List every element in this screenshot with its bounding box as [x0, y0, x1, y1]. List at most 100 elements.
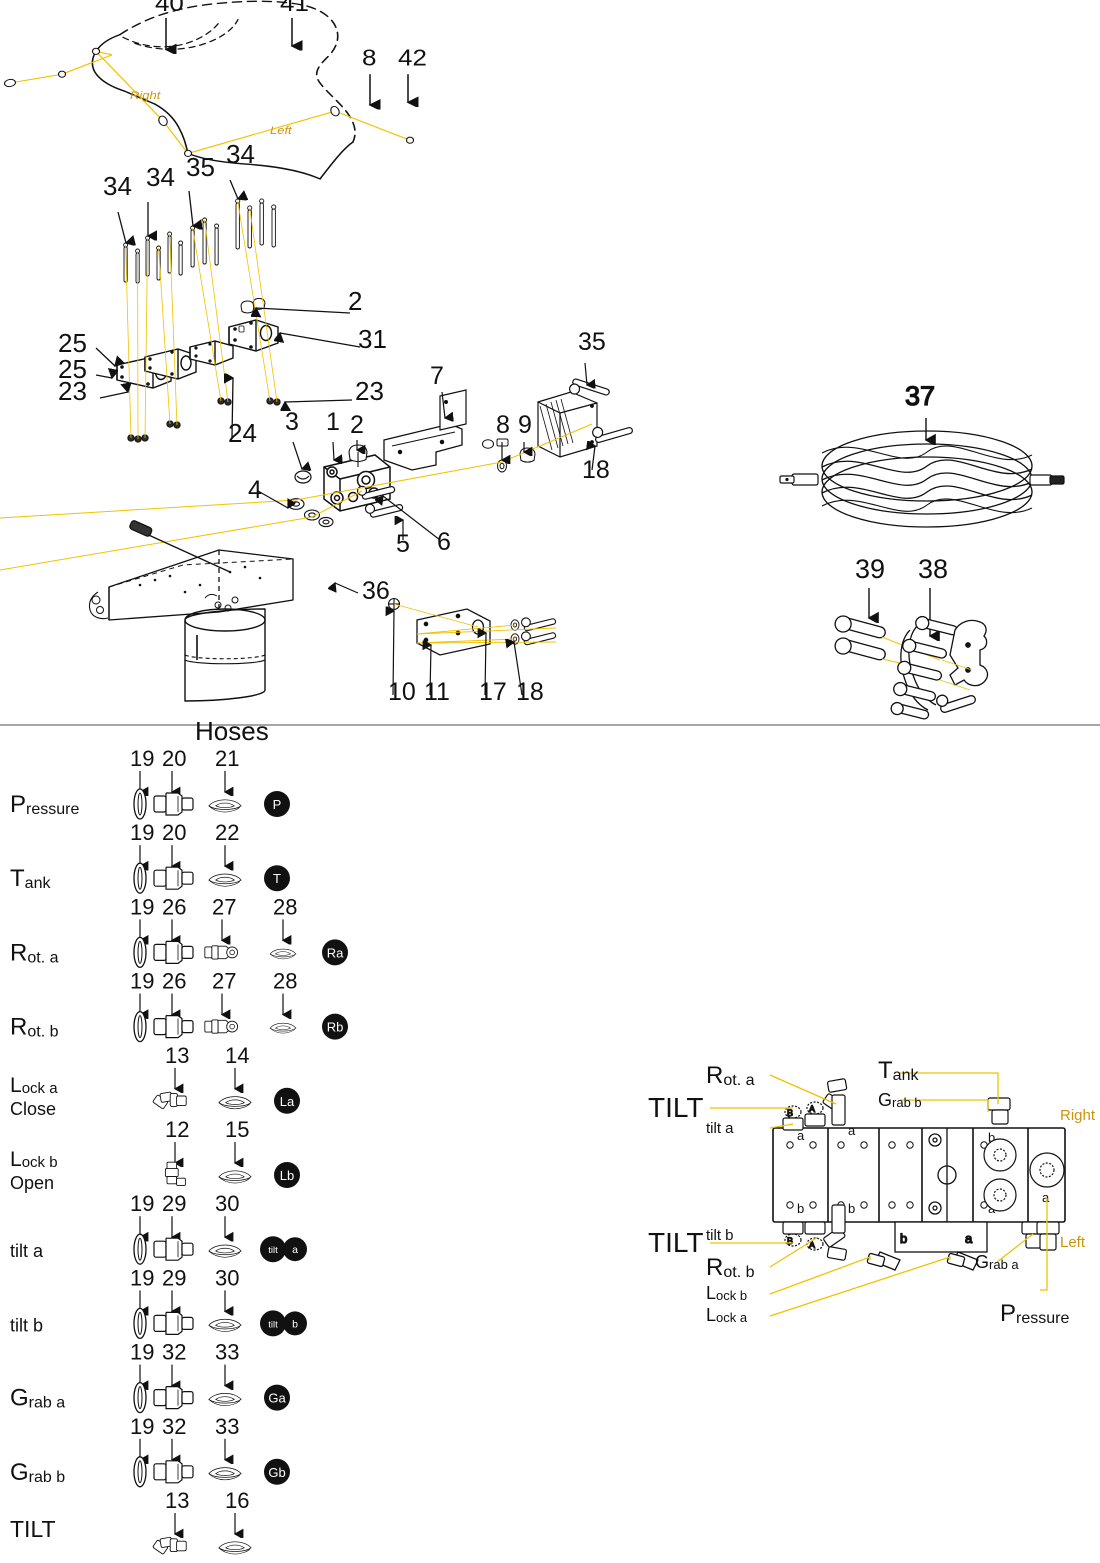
svg-text:33: 33 — [215, 1414, 239, 1439]
svg-text:19: 19 — [130, 969, 154, 994]
svg-text:22: 22 — [215, 820, 239, 845]
svg-text:b: b — [292, 1318, 298, 1330]
svg-text:Lock a: Lock a — [10, 1074, 58, 1097]
svg-text:Tank: Tank — [878, 1057, 919, 1084]
svg-text:35: 35 — [578, 328, 606, 356]
svg-text:9: 9 — [518, 411, 532, 439]
svg-text:21: 21 — [215, 746, 239, 771]
svg-text:A: A — [809, 1104, 815, 1114]
svg-text:4: 4 — [248, 476, 262, 504]
svg-text:tilt b: tilt b — [10, 1315, 43, 1335]
svg-text:30: 30 — [215, 1265, 239, 1290]
svg-text:19: 19 — [130, 1340, 154, 1365]
svg-text:tilt b: tilt b — [706, 1227, 734, 1244]
svg-text:Left: Left — [1060, 1234, 1086, 1251]
svg-text:Open: Open — [10, 1173, 54, 1193]
svg-text:23: 23 — [58, 376, 87, 406]
svg-text:36: 36 — [362, 577, 390, 605]
svg-text:20: 20 — [162, 746, 186, 771]
svg-text:Grab a: Grab a — [975, 1252, 1019, 1272]
svg-text:tilt a: tilt a — [706, 1120, 734, 1137]
svg-text:19: 19 — [130, 1414, 154, 1439]
svg-text:16: 16 — [225, 1488, 249, 1513]
svg-text:28: 28 — [273, 894, 297, 919]
svg-text:tilt a: tilt a — [10, 1241, 44, 1261]
svg-text:19: 19 — [130, 1191, 154, 1216]
svg-text:29: 29 — [162, 1191, 186, 1216]
svg-text:Rot. b: Rot. b — [706, 1254, 755, 1281]
svg-text:P: P — [273, 797, 282, 812]
svg-text:Rb: Rb — [327, 1020, 344, 1035]
svg-text:34: 34 — [226, 139, 255, 169]
svg-text:13: 13 — [165, 1043, 189, 1068]
svg-text:B: B — [787, 1108, 793, 1118]
svg-text:19: 19 — [130, 1265, 154, 1290]
svg-text:Hoses: Hoses — [195, 716, 269, 746]
svg-text:Pressure: Pressure — [1000, 1300, 1069, 1327]
svg-text:26: 26 — [162, 894, 186, 919]
svg-text:Rot. a: Rot. a — [10, 939, 59, 966]
svg-text:2: 2 — [348, 286, 362, 316]
svg-text:tilt: tilt — [268, 1245, 278, 1256]
svg-text:Lock a: Lock a — [706, 1305, 748, 1325]
svg-text:Left: Left — [270, 124, 292, 137]
svg-text:17: 17 — [479, 678, 507, 706]
svg-text:a: a — [965, 1231, 973, 1246]
svg-text:33: 33 — [215, 1340, 239, 1365]
svg-text:8: 8 — [362, 46, 376, 71]
svg-text:Right: Right — [1060, 1107, 1096, 1124]
svg-text:14: 14 — [225, 1043, 249, 1068]
svg-text:Ra: Ra — [327, 945, 344, 960]
svg-text:39: 39 — [855, 554, 885, 584]
svg-text:34: 34 — [146, 162, 175, 192]
svg-text:b: b — [900, 1231, 907, 1246]
svg-text:10: 10 — [388, 678, 416, 706]
svg-text:b: b — [797, 1201, 804, 1216]
svg-text:35: 35 — [186, 152, 215, 182]
svg-text:18: 18 — [582, 456, 610, 484]
svg-text:T: T — [273, 871, 281, 886]
svg-text:37: 37 — [905, 381, 935, 411]
svg-text:tilt: tilt — [268, 1319, 278, 1330]
svg-text:3: 3 — [285, 408, 299, 436]
svg-text:26: 26 — [162, 969, 186, 994]
svg-text:6: 6 — [437, 528, 451, 556]
svg-text:a: a — [292, 1244, 298, 1256]
svg-text:1: 1 — [326, 408, 340, 436]
svg-text:b: b — [848, 1201, 855, 1216]
svg-text:Lock b: Lock b — [706, 1283, 747, 1303]
svg-text:11: 11 — [424, 678, 450, 706]
svg-text:a: a — [1042, 1190, 1050, 1205]
svg-text:32: 32 — [162, 1340, 186, 1365]
svg-text:2: 2 — [350, 411, 364, 439]
svg-text:a: a — [848, 1123, 856, 1138]
svg-text:31: 31 — [358, 324, 387, 354]
svg-text:34: 34 — [103, 171, 132, 201]
svg-text:TILT: TILT — [10, 1516, 56, 1542]
svg-text:TILT: TILT — [648, 1227, 703, 1258]
svg-text:Grab b: Grab b — [10, 1459, 65, 1486]
svg-text:Grab a: Grab a — [10, 1385, 65, 1412]
svg-text:29: 29 — [162, 1265, 186, 1290]
svg-text:Pressure: Pressure — [10, 791, 79, 818]
svg-text:15: 15 — [225, 1117, 249, 1142]
svg-text:19: 19 — [130, 894, 154, 919]
svg-text:Rot. a: Rot. a — [706, 1062, 755, 1089]
svg-text:19: 19 — [130, 820, 154, 845]
svg-text:Grab b: Grab b — [878, 1090, 922, 1110]
svg-text:8: 8 — [496, 411, 510, 439]
svg-text:Tank: Tank — [10, 865, 51, 892]
svg-text:38: 38 — [918, 554, 948, 584]
svg-text:Close: Close — [10, 1099, 56, 1119]
svg-text:Lb: Lb — [280, 1168, 294, 1183]
svg-text:42: 42 — [398, 46, 427, 71]
svg-text:Rot. b: Rot. b — [10, 1014, 59, 1041]
svg-text:TILT: TILT — [648, 1092, 703, 1123]
svg-text:20: 20 — [162, 820, 186, 845]
svg-text:Right: Right — [130, 89, 161, 102]
svg-text:30: 30 — [215, 1191, 239, 1216]
svg-text:Lock b: Lock b — [10, 1148, 58, 1171]
svg-text:40: 40 — [155, 0, 184, 16]
svg-text:Gb: Gb — [268, 1465, 285, 1480]
svg-text:32: 32 — [162, 1414, 186, 1439]
